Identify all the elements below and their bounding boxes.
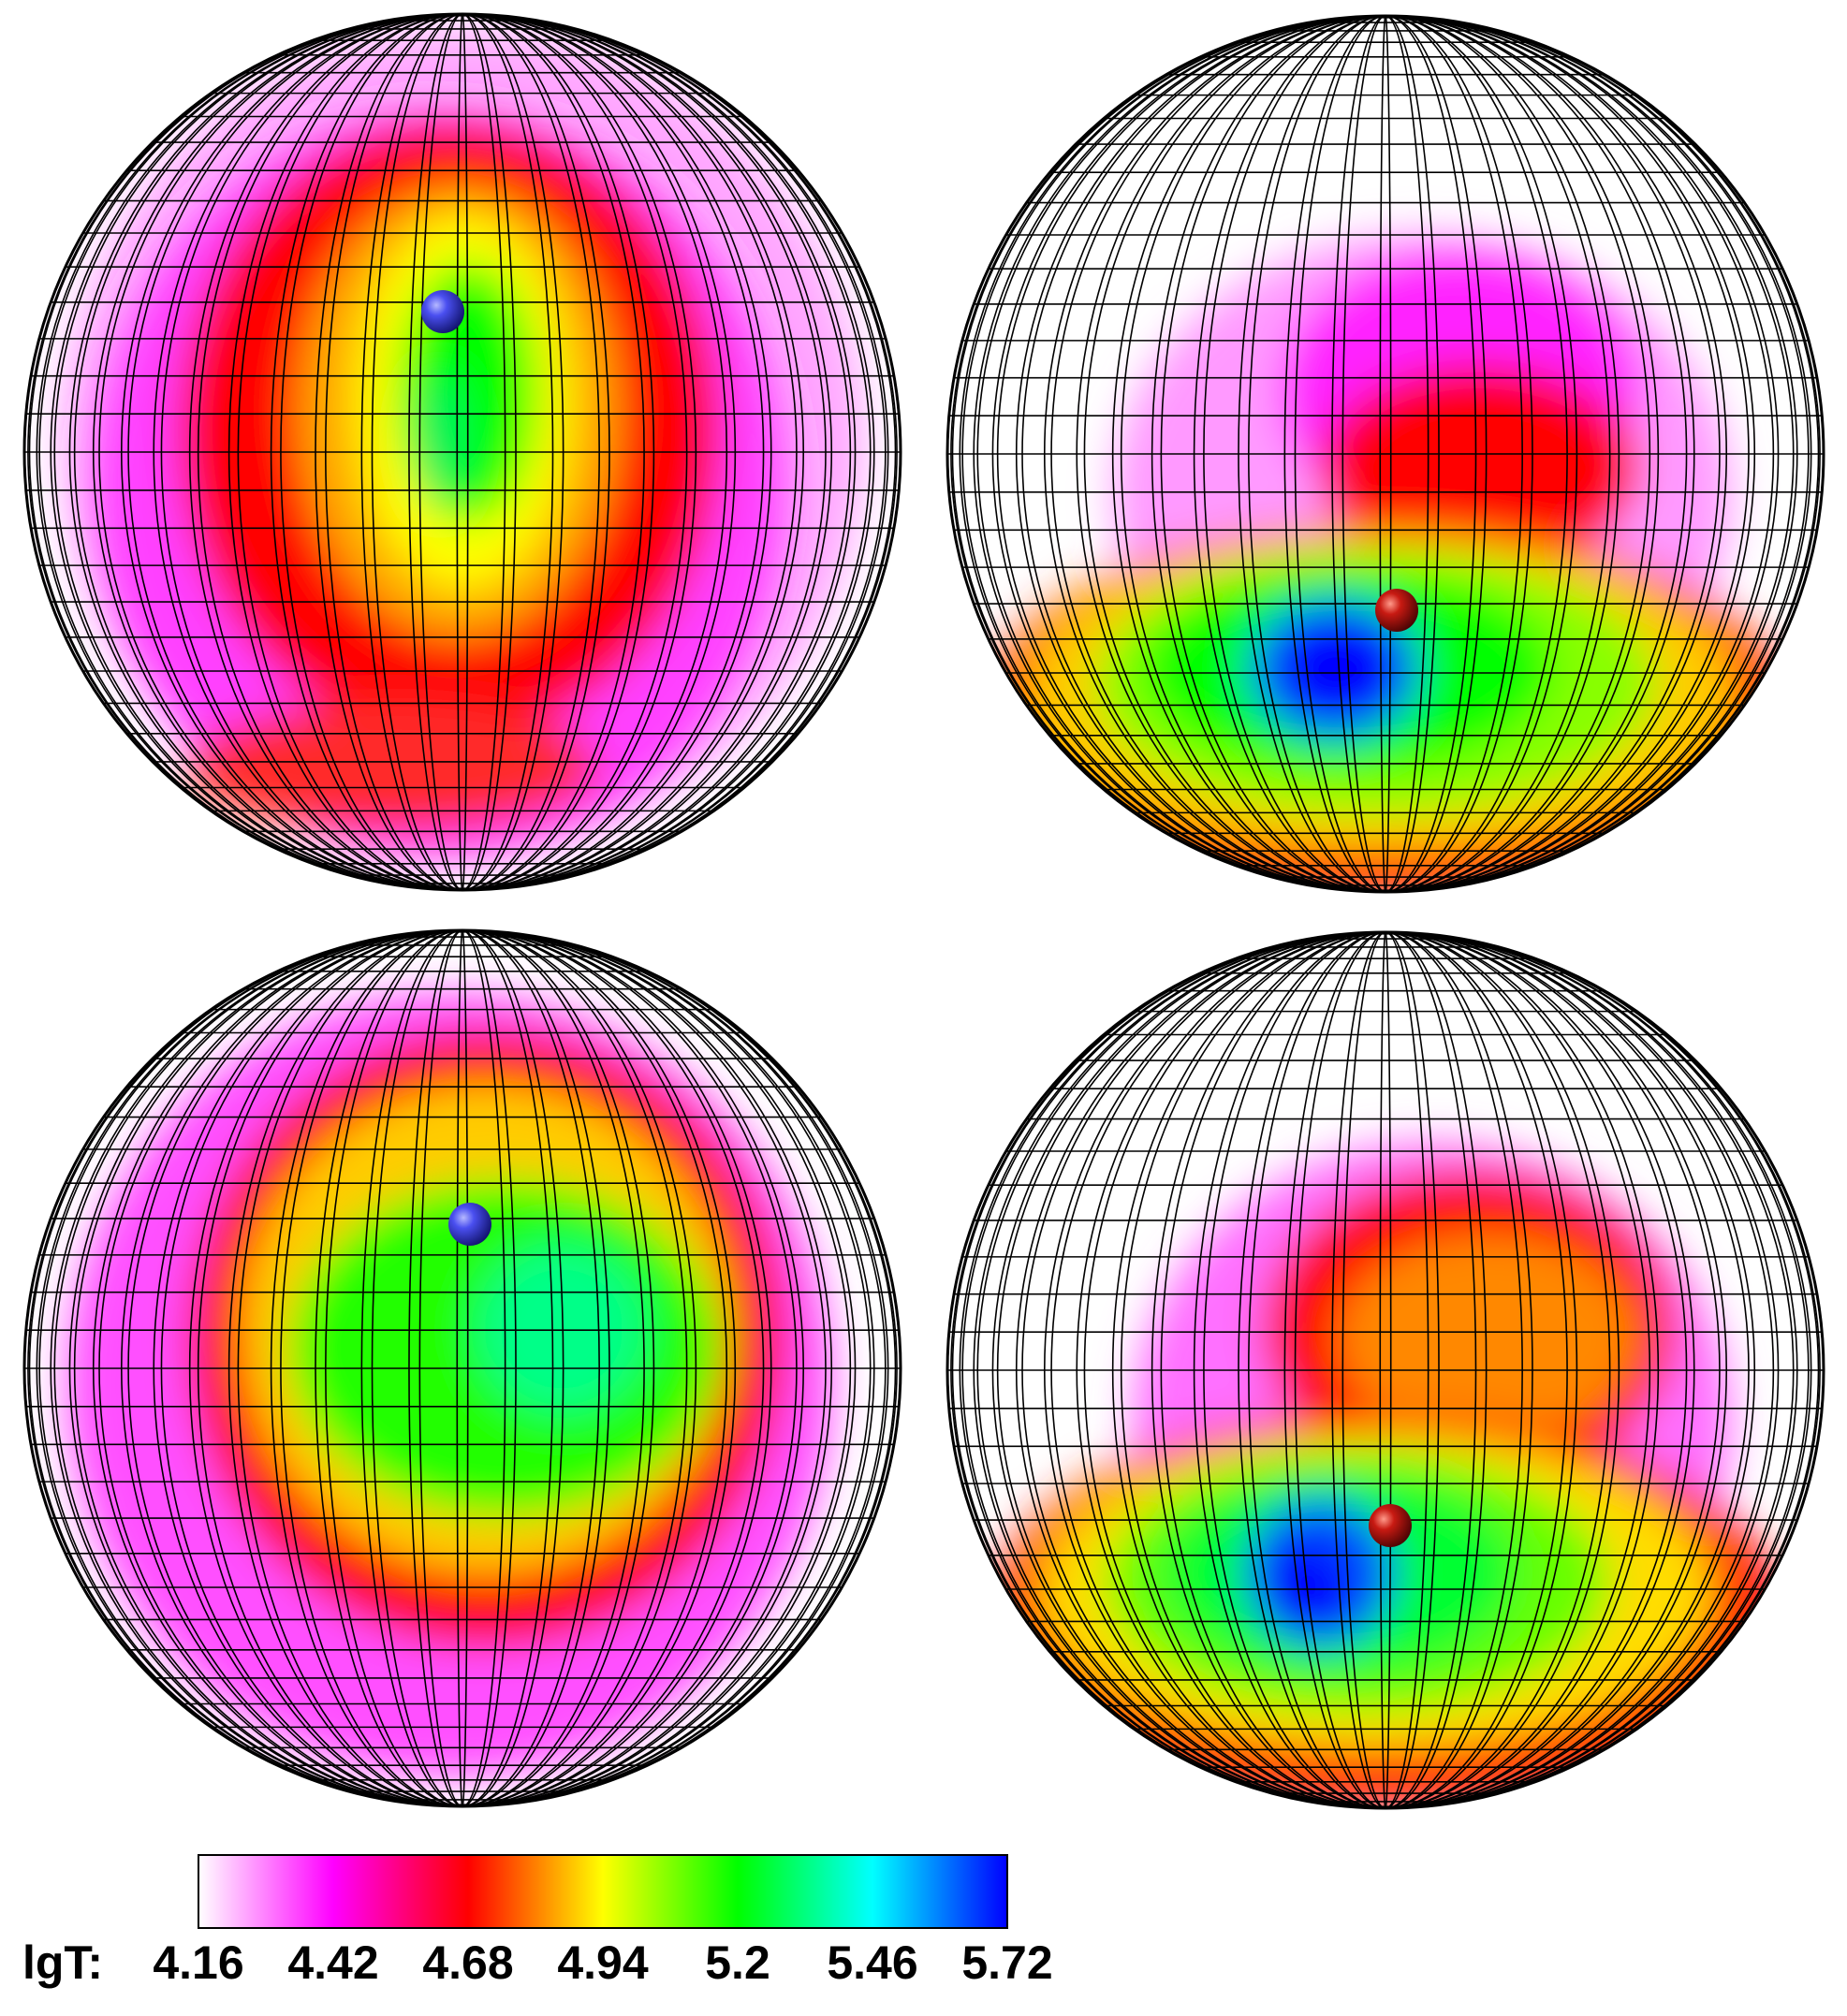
- globe-top-right: [945, 14, 1825, 894]
- colorbar-tick-label: 5.46: [827, 1936, 918, 1989]
- marker-red: [1375, 589, 1418, 632]
- marker-red: [1369, 1504, 1412, 1547]
- colorbar-gradient: [198, 1854, 1008, 1929]
- colorbar-tick-label: 5.2: [705, 1936, 770, 1989]
- colorbar-tick-label: 4.68: [422, 1936, 514, 1989]
- globe-top-left: [22, 12, 902, 892]
- colorbar-tick-label: 4.94: [557, 1936, 649, 1989]
- globe-outline: [22, 12, 902, 892]
- marker-blue: [448, 1203, 491, 1246]
- temperature-map: [66, 992, 833, 1778]
- globe-bottom-left: [22, 928, 902, 1808]
- colorbar-title: lgT:: [22, 1936, 104, 1989]
- temperature-map: [983, 234, 1788, 892]
- colorbar-tick-label: 5.72: [961, 1936, 1053, 1989]
- marker-blue: [421, 290, 464, 333]
- globe-outline: [945, 930, 1825, 1810]
- globe-bottom-right: [945, 930, 1825, 1810]
- globe-outline: [945, 14, 1825, 894]
- colorbar: [198, 1854, 1008, 1929]
- globe-outline: [22, 928, 902, 1808]
- colorbar-tick-label: 4.42: [287, 1936, 379, 1989]
- colorbar-tick-label: 4.16: [153, 1936, 244, 1989]
